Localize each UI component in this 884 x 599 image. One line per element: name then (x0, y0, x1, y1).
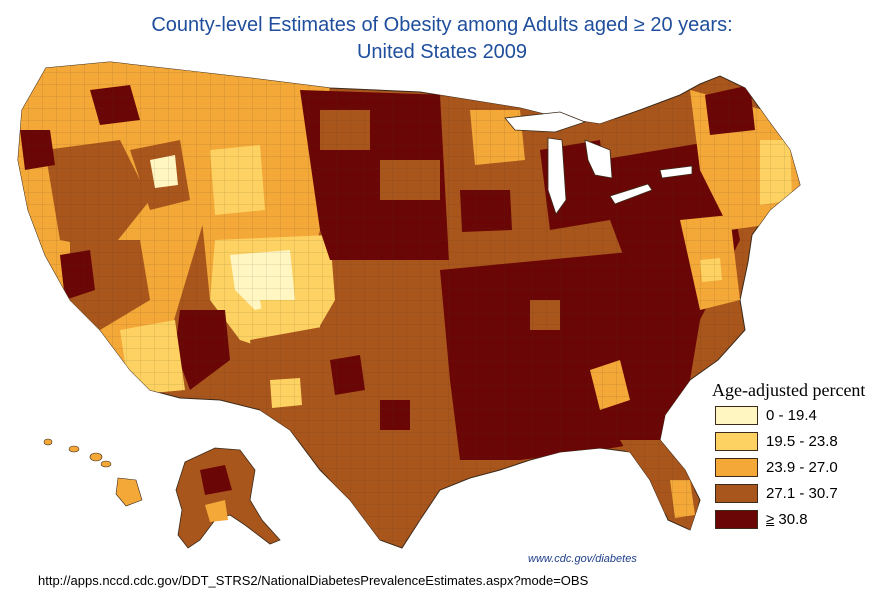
legend-label: 0 - 19.4 (766, 406, 817, 424)
alaska (175, 447, 281, 549)
legend-swatch (715, 405, 758, 425)
legend-label: 23.9 - 27.0 (766, 458, 838, 476)
legend-value: 30.8 (778, 510, 808, 528)
legend-label: 27.1 - 30.7 (766, 484, 838, 502)
legend-label: ≥ 30.8 (766, 511, 808, 528)
lake-michigan (547, 137, 567, 215)
legend-item: 0 - 19.4 (712, 404, 882, 426)
legend-swatch (715, 483, 758, 503)
lake-ontario (659, 165, 693, 179)
cdc-credit: www.cdc.gov/diabetes (528, 553, 637, 565)
legend-title: Age-adjusted percent (712, 380, 866, 400)
gte-symbol: ≥ (766, 510, 775, 528)
source-url: http://apps.nccd.cdc.gov/DDT_STRS2/Natio… (38, 573, 589, 588)
legend-swatch (715, 431, 758, 451)
legend-label: 19.5 - 23.8 (766, 432, 838, 450)
map-title: County-level Estimates of Obesity among … (0, 12, 884, 66)
legend-swatch (715, 509, 758, 529)
title-line-1: County-level Estimates of Obesity among … (151, 14, 733, 36)
legend-item: ≥ 30.8 (712, 508, 882, 530)
lake-huron (584, 139, 613, 179)
title-line-2: United States 2009 (356, 41, 528, 63)
legend-item: 23.9 - 27.0 (712, 456, 882, 478)
lake-superior (504, 111, 587, 133)
legend-item: 27.1 - 30.7 (712, 482, 882, 504)
lake-erie (609, 183, 653, 205)
legend: Age-adjusted percent 0 - 19.4 19.5 - 23.… (712, 380, 882, 534)
legend-swatch (715, 457, 758, 477)
legend-item: 19.5 - 23.8 (712, 430, 882, 452)
hawaii (43, 438, 143, 507)
